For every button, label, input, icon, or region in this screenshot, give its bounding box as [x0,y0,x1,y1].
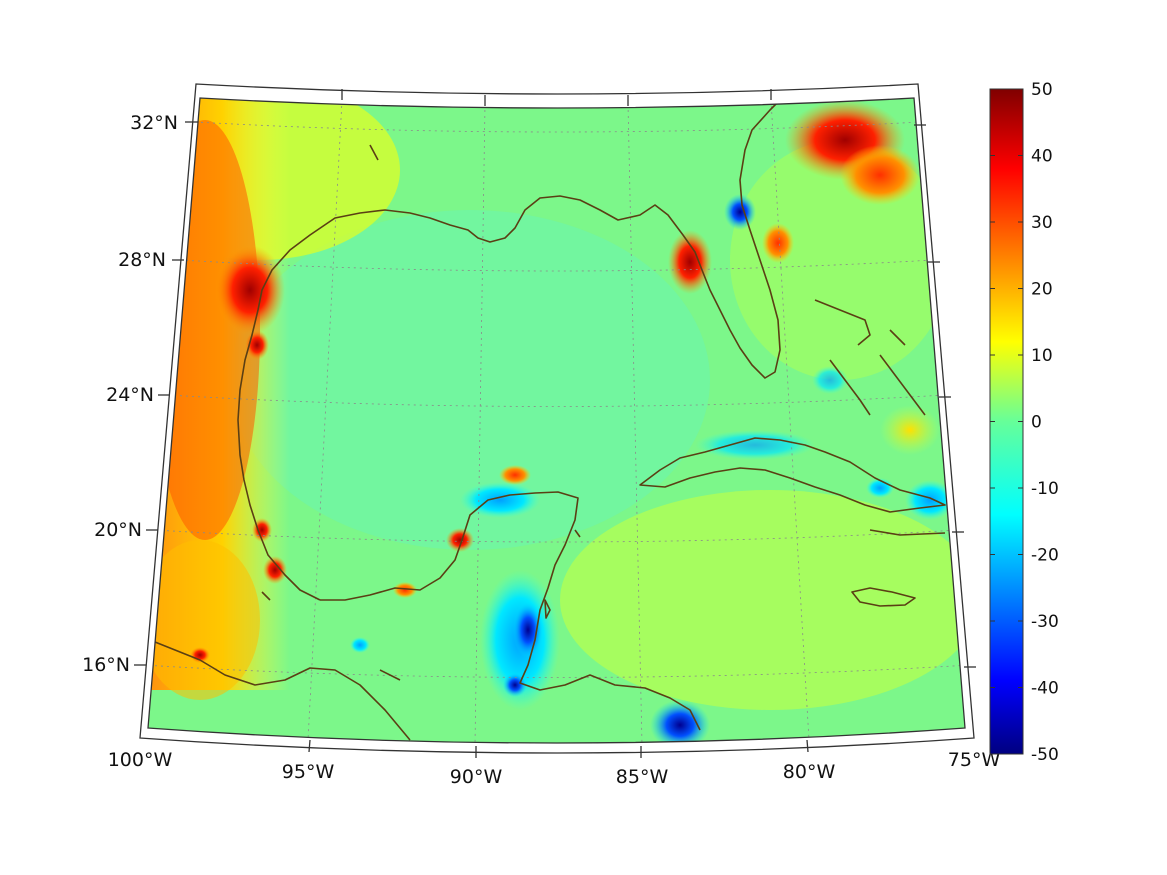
colorbar-tick-label: 0 [1031,413,1042,433]
lon-label-90: 90°W [450,766,503,788]
cuba-coastline [639,437,946,513]
colorbar-tick-label: 50 [1031,80,1053,100]
tick-bottom-95w [308,739,311,753]
frame-outer [139,83,975,754]
tick-bottom-80w [806,739,809,753]
lon-label-85: 85°W [616,766,669,788]
parallel-16n [148,664,965,678]
lon-label-80: 80°W [783,761,836,783]
lat-label-24: 24°N [106,384,154,406]
parallel-24n [167,394,946,407]
parallel-32n [194,121,921,133]
lat-label-32: 32°N [130,112,178,134]
graticule-grid [148,99,965,743]
latitude-labels: 32°N 28°N 24°N 20°N 16°N [82,112,178,676]
lat-label-20: 20°N [94,519,142,541]
colorbar-tick-label: -40 [1031,679,1059,699]
jamaica-coastline [851,587,916,607]
longitude-labels: 100°W 95°W 90°W 85°W 80°W 75°W [108,749,1001,788]
data-field [148,98,965,743]
colorbar-tick-label: -10 [1031,479,1059,499]
lon-label-75: 75°W [948,749,1001,771]
colorbar-tick-label: 40 [1031,147,1053,167]
lon-label-95: 95°W [282,761,335,783]
colorbar-gradient [989,88,1024,755]
parallel-20n [154,529,959,543]
hispaniola-coastline [869,529,946,536]
yucatan-coastline [320,491,701,731]
colorbar-tick-label: 10 [1031,346,1053,366]
isla-mujeres [574,529,581,538]
colorbar-tick-label: -50 [1031,745,1059,765]
frame-inner [147,97,966,744]
meridian-90w [474,103,486,743]
colorbar-tick-label: 30 [1031,213,1053,233]
lat-label-16: 16°N [82,654,130,676]
lon-label-100: 100°W [108,749,173,771]
meridian-80w [770,99,810,741]
colorbar-tick-label: -20 [1031,546,1059,566]
colorbar-tick-label: 20 [1031,280,1053,300]
gulf-coastline [237,99,781,601]
colorbar: 50 40 30 20 10 0 -10 -20 -30 -40 -50 [989,80,1059,765]
cozumel-island [544,599,551,619]
meridian-85w [627,103,643,743]
colorbar-tick-label: -30 [1031,612,1059,632]
bahamas-coastline [814,299,926,416]
meridian-95w [307,99,343,741]
colorbar-ticks: 50 40 30 20 10 0 -10 -20 -30 -40 -50 [990,80,1059,765]
lat-label-28: 28°N [118,249,166,271]
frame-ticks [134,89,976,758]
map-frame [139,83,975,754]
coastlines [149,99,946,741]
gulf-shoals [261,144,401,681]
pacific-coastline [149,639,411,741]
